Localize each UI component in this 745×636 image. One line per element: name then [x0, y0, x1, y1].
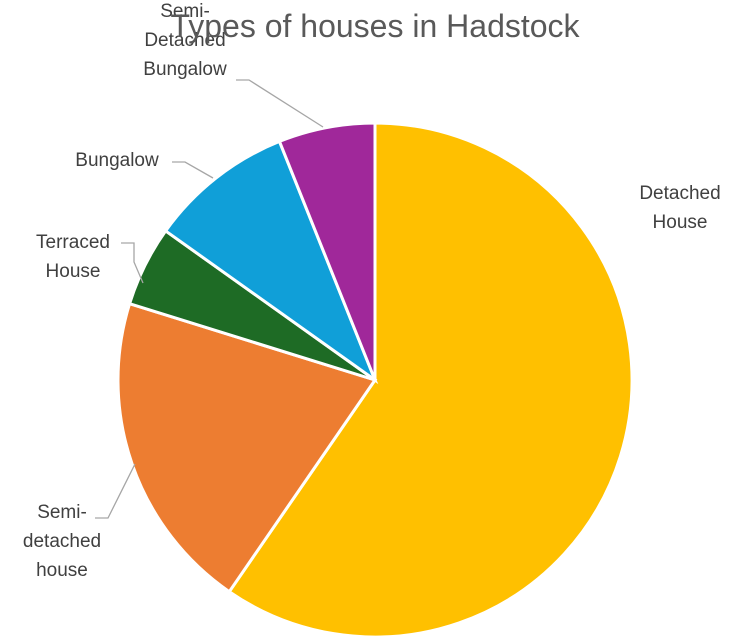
labels-layer: Detached House Semi-detached house Terraced H… [23, 1, 721, 581]
pie-slice-bungalow [163, 139, 379, 385]
leader-line-terraced-house [121, 242, 144, 284]
leader-line-semi-detached-house [95, 463, 136, 519]
data-label-semi-detached-bungalow: Semi-Detached Bungalow [143, 1, 227, 80]
data-label-semi-detached-house: Semi-detached house [23, 502, 101, 581]
data-label-bungalow: Bungalow [75, 150, 159, 171]
slices-layer [116, 121, 634, 636]
data-label-terraced-house: Terraced House [36, 232, 110, 282]
chart-title: Types of houses in Hadstock [170, 8, 580, 44]
pie-slice-semi-detached-house [116, 301, 378, 594]
leader-line-bungalow [172, 161, 214, 179]
leader-line-semi-detached-bungalow [236, 79, 324, 128]
pie-slice-detached-house [227, 121, 634, 636]
data-label-detached-house: Detached House [639, 183, 720, 233]
pie-slice-semi-detached-bungalow [277, 121, 377, 381]
